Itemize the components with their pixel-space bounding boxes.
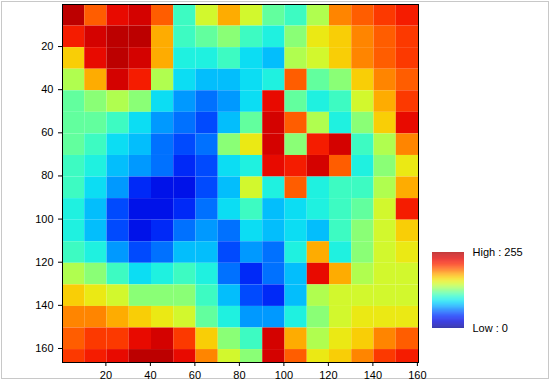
svg-text:20: 20 [100,369,112,381]
svg-text:80: 80 [233,369,245,381]
svg-text:60: 60 [41,126,53,138]
svg-text:40: 40 [41,83,53,95]
svg-text:High : 255: High : 255 [473,246,523,258]
svg-text:100: 100 [35,213,53,225]
svg-text:100: 100 [275,369,293,381]
svg-text:160: 160 [35,342,53,354]
svg-text:20: 20 [41,40,53,52]
svg-text:140: 140 [35,299,53,311]
svg-text:160: 160 [408,369,426,381]
svg-text:120: 120 [35,256,53,268]
svg-text:80: 80 [41,169,53,181]
svg-text:120: 120 [319,369,337,381]
svg-text:60: 60 [189,369,201,381]
svg-text:Low : 0: Low : 0 [473,322,508,334]
svg-text:40: 40 [144,369,156,381]
svg-text:140: 140 [364,369,382,381]
